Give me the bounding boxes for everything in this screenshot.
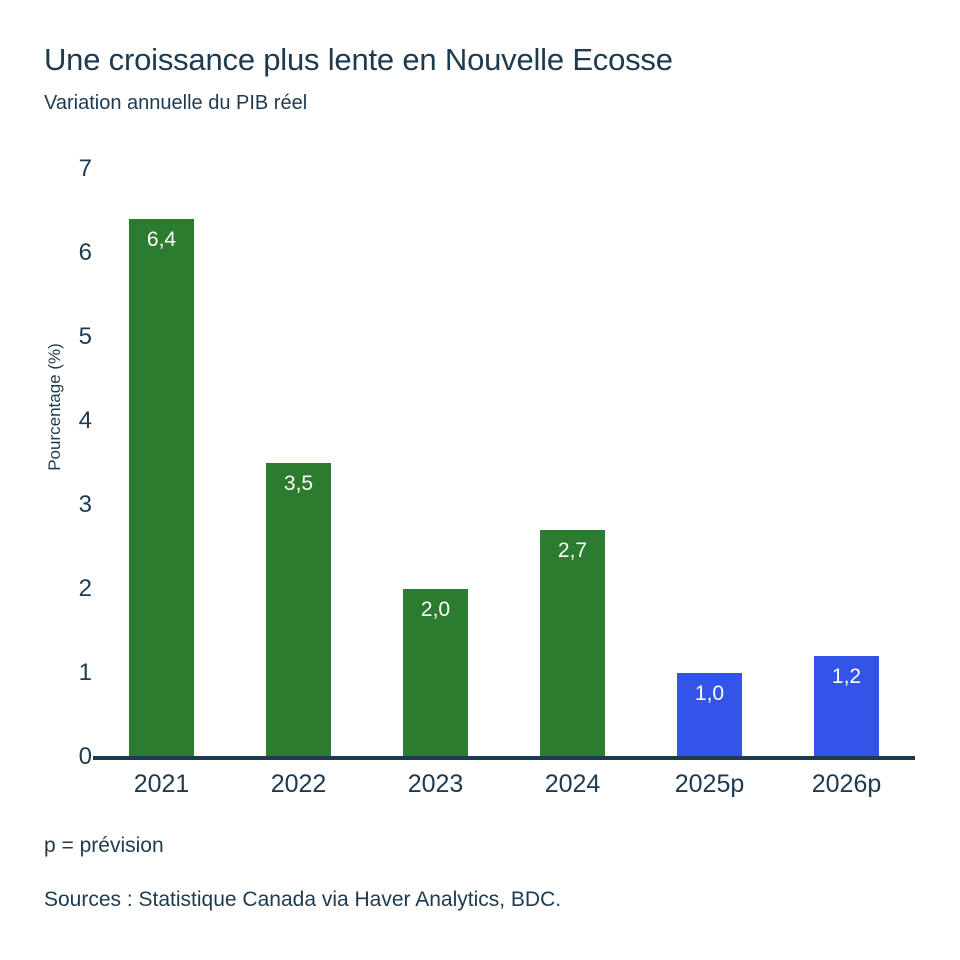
y-tick-label: 3 <box>78 491 92 518</box>
sources-text: Sources : Statistique Canada via Haver A… <box>44 888 562 911</box>
bar-value-label: 2,7 <box>557 539 588 563</box>
bar-2024: 2,7 <box>540 530 605 757</box>
footnote: p = prévision <box>44 834 164 857</box>
bar-value-label: 1,2 <box>831 665 862 689</box>
y-axis-title: Pourcentage (%) <box>45 343 64 471</box>
chart-subtitle: Variation annuelle du PIB réel <box>44 92 308 114</box>
y-tick-label: 7 <box>78 155 92 182</box>
y-tick-label: 4 <box>78 407 92 434</box>
x-axis-label: 2024 <box>544 770 601 798</box>
x-axis-label: 2021 <box>133 770 190 798</box>
bar-2022: 3,5 <box>266 463 331 757</box>
x-axis-label: 2026p <box>811 770 882 798</box>
x-axis-line <box>93 756 915 760</box>
x-axis-label: 2025p <box>674 770 745 798</box>
bar-value-label: 6,4 <box>146 228 177 252</box>
bar-2021: 6,4 <box>129 219 194 757</box>
bar-2023: 2,0 <box>403 589 468 757</box>
chart-title: Une croissance plus lente en Nouvelle Ec… <box>44 42 673 77</box>
y-tick-label: 6 <box>78 239 92 266</box>
bar-value-label: 2,0 <box>420 598 451 621</box>
x-axis-label: 2023 <box>407 770 464 798</box>
y-tick-label: 2 <box>78 575 92 602</box>
y-tick-label: 5 <box>78 323 92 350</box>
bar-value-label: 3,5 <box>283 472 314 495</box>
y-tick-label: 1 <box>78 659 92 686</box>
bar-value-label: 1,0 <box>694 682 725 705</box>
x-axis-label: 2022 <box>270 770 327 798</box>
y-tick-label: 0 <box>78 743 92 770</box>
bar-2026p: 1,2 <box>814 656 879 757</box>
bar-2025p: 1,0 <box>677 673 742 757</box>
